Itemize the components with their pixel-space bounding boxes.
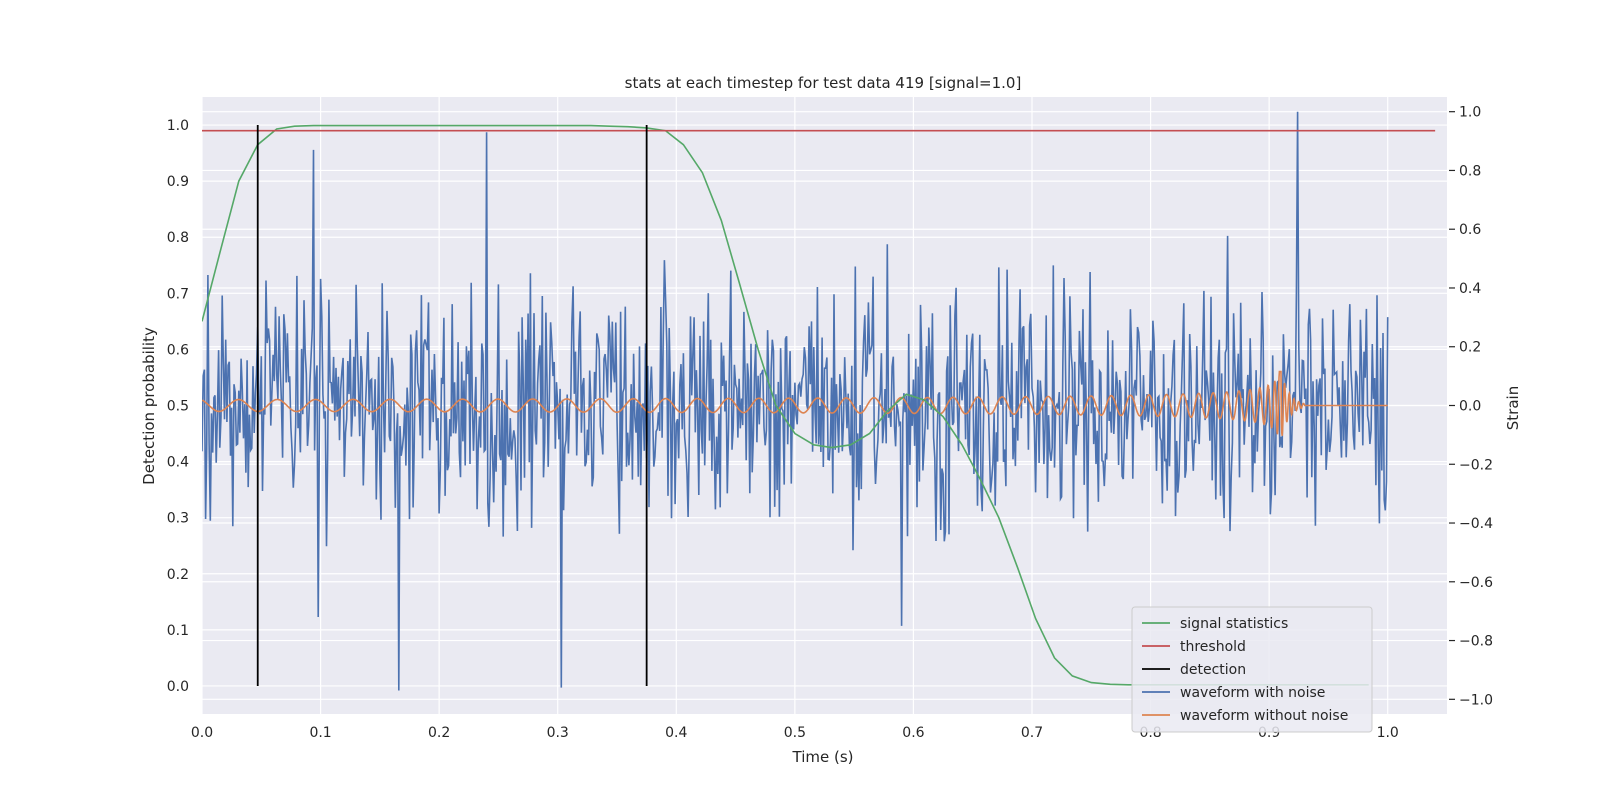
x-tick-label: 0.1 <box>309 725 331 741</box>
y-left-tick-label: 0.2 <box>167 567 189 583</box>
y-left-tick-label: 0.9 <box>167 174 189 190</box>
y-right-tick-label: −0.4 <box>1459 516 1493 532</box>
y-left-tick-label: 0.4 <box>167 455 189 471</box>
y-right-tick-label: −0.2 <box>1459 457 1493 473</box>
y-right-tick-label: 1.0 <box>1459 105 1481 121</box>
legend: signal statistics threshold detection wavef… <box>1131 606 1373 733</box>
y-left-tick-label: 0.8 <box>167 230 189 246</box>
y-left-tick-label: 0.3 <box>167 511 189 527</box>
x-tick-label: 0.6 <box>902 725 924 741</box>
y-right-tick-label: 0.2 <box>1459 340 1481 356</box>
series-waveform-without-noise <box>202 370 1388 436</box>
legend-label: waveform with noise <box>1180 685 1325 701</box>
y-left-tick-label: 0.7 <box>167 286 189 302</box>
y-right-axis-ticks: −1.0 −0.8 −0.6 −0.4 −0.2 0.0 0.2 0.4 0.6 0.8 1.0 <box>1449 105 1493 708</box>
x-tick-label: 0.2 <box>428 725 450 741</box>
x-tick-label: 0.7 <box>1021 725 1043 741</box>
y-right-tick-label: 0.0 <box>1459 399 1481 415</box>
y-left-tick-label: 0.5 <box>167 399 189 415</box>
y-right-tick-label: 0.8 <box>1459 163 1481 179</box>
y-left-tick-label: 0.1 <box>167 623 189 639</box>
legend-label: threshold <box>1180 639 1246 655</box>
legend-label: waveform without noise <box>1180 708 1348 724</box>
series-waveform-with-noise <box>202 111 1389 691</box>
x-tick-label: 0.5 <box>784 725 806 741</box>
y-right-axis-label: Strain <box>1504 386 1522 430</box>
x-axis-label: Time (s) <box>792 748 854 766</box>
x-tick-label: 0.4 <box>665 725 687 741</box>
legend-label: detection <box>1180 662 1246 678</box>
y-right-tick-label: 0.4 <box>1459 281 1481 297</box>
x-tick-label: 0.0 <box>191 725 213 741</box>
legend-label: signal statistics <box>1180 616 1288 632</box>
y-left-tick-label: 0.0 <box>167 679 189 695</box>
y-left-tick-label: 0.6 <box>167 342 189 358</box>
x-tick-label: 0.3 <box>547 725 569 741</box>
legend-box <box>1131 606 1373 733</box>
y-right-tick-label: 0.6 <box>1459 222 1481 238</box>
x-tick-label: 1.0 <box>1377 725 1399 741</box>
y-left-tick-label: 1.0 <box>167 118 189 134</box>
y-right-tick-label: −1.0 <box>1459 692 1493 708</box>
y-left-axis-ticks: 0.0 0.1 0.2 0.3 0.4 0.5 0.6 0.7 0.8 0.9 1.0 <box>167 118 189 695</box>
y-left-axis-label: Detection probability <box>140 327 158 485</box>
y-right-tick-label: −0.6 <box>1459 575 1493 591</box>
y-right-tick-label: −0.8 <box>1459 634 1493 650</box>
chart-title: stats at each timestep for test data 419… <box>625 74 1022 92</box>
